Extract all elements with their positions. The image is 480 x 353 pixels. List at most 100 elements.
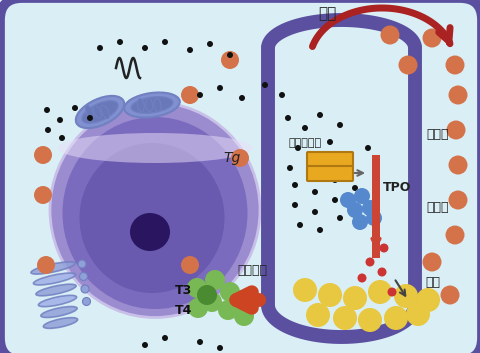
Circle shape [405,302,429,326]
Circle shape [316,227,323,233]
Ellipse shape [38,295,76,307]
Ellipse shape [41,306,77,317]
Ellipse shape [137,98,144,112]
Circle shape [217,300,238,320]
Circle shape [306,172,312,178]
Ellipse shape [58,133,252,163]
Text: Tg: Tg [223,151,240,165]
Ellipse shape [145,98,152,112]
Circle shape [326,159,332,165]
Ellipse shape [36,284,76,296]
Circle shape [142,45,148,51]
Circle shape [204,270,225,290]
Circle shape [365,257,374,267]
Circle shape [440,286,458,305]
Circle shape [291,182,298,188]
Circle shape [357,274,366,282]
Circle shape [312,209,317,215]
Circle shape [331,197,337,203]
Circle shape [367,280,391,304]
Circle shape [162,335,168,341]
Circle shape [197,92,203,98]
Circle shape [379,244,388,252]
Circle shape [447,85,467,104]
Circle shape [312,152,317,158]
Circle shape [421,252,441,271]
Circle shape [365,210,381,226]
Circle shape [339,192,355,208]
Circle shape [187,278,206,298]
Circle shape [331,177,337,183]
Circle shape [206,41,213,47]
Ellipse shape [101,106,109,119]
Circle shape [97,45,103,51]
Circle shape [197,285,216,305]
Circle shape [188,298,207,318]
Circle shape [44,107,50,113]
Circle shape [180,256,199,274]
Circle shape [326,139,332,145]
Circle shape [83,298,90,305]
Circle shape [444,55,464,74]
Circle shape [34,186,52,204]
Circle shape [312,189,317,195]
Circle shape [57,117,63,123]
Circle shape [287,165,292,171]
Circle shape [445,120,465,139]
Circle shape [316,112,323,118]
Text: 碷氪转运体: 碷氪转运体 [288,138,321,148]
Circle shape [447,191,467,209]
Circle shape [351,185,357,191]
Circle shape [81,285,89,293]
Circle shape [142,342,148,348]
Circle shape [87,115,93,121]
Ellipse shape [31,262,75,274]
FancyBboxPatch shape [306,152,352,167]
Circle shape [78,260,86,268]
Circle shape [346,152,352,158]
Circle shape [162,39,168,45]
Bar [371,155,379,258]
Circle shape [357,308,381,332]
Circle shape [351,207,357,213]
Circle shape [346,167,352,173]
Circle shape [383,306,407,330]
Circle shape [361,200,377,216]
Ellipse shape [154,98,161,112]
Circle shape [220,51,239,69]
Ellipse shape [85,106,94,119]
Ellipse shape [130,213,169,251]
Circle shape [336,215,342,221]
Circle shape [444,226,464,245]
Circle shape [285,115,290,121]
Circle shape [79,273,87,281]
Ellipse shape [34,273,75,285]
Circle shape [34,146,52,164]
Circle shape [197,339,203,345]
Text: 碷化: 碷化 [424,275,439,288]
Circle shape [216,85,223,91]
Circle shape [317,283,341,307]
Circle shape [415,288,439,312]
Circle shape [45,127,51,133]
Circle shape [59,135,65,141]
Circle shape [233,306,253,326]
Circle shape [117,39,123,45]
Ellipse shape [82,101,118,123]
Ellipse shape [43,318,77,328]
Circle shape [216,345,223,351]
Circle shape [72,105,78,111]
Circle shape [239,95,244,101]
Text: 蛋白酶解: 蛋白酶解 [237,263,266,276]
Circle shape [233,290,253,310]
Ellipse shape [93,106,101,119]
Circle shape [342,286,366,310]
Ellipse shape [50,102,260,317]
Ellipse shape [79,143,224,293]
Text: TPO: TPO [382,181,410,195]
Ellipse shape [124,92,180,118]
Circle shape [393,284,417,308]
Circle shape [180,86,199,104]
Circle shape [291,202,298,208]
Circle shape [219,282,240,302]
